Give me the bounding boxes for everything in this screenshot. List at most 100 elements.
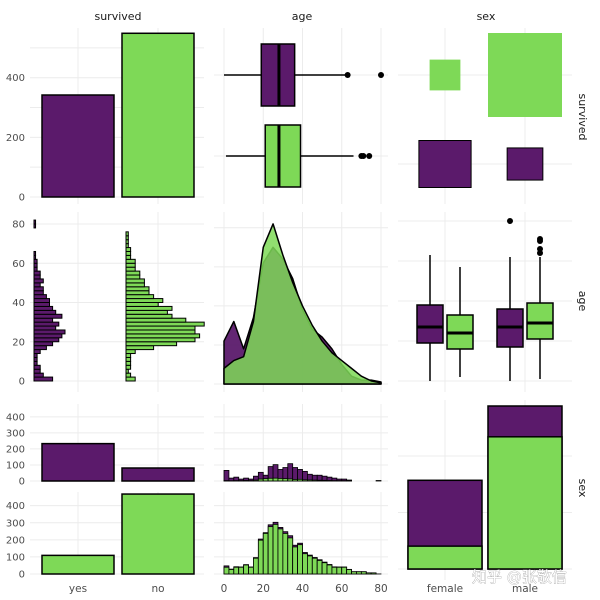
hist-yes-bin-25 (33, 278, 44, 284)
hist-sex-1-no-bin-7 (257, 539, 264, 575)
hist-sex-0-no-bin-4 (243, 480, 249, 482)
hist-yes-bin-8 (33, 345, 47, 351)
hist-sex-0-no-bin-17 (307, 479, 313, 482)
hist-sex-1-no-bin-21 (326, 564, 333, 575)
outlier-male-no-3 (537, 236, 543, 242)
outlier-yes-1 (378, 72, 384, 78)
hist-no-bin-23 (125, 286, 150, 292)
hist-no-bin-4 (125, 360, 132, 366)
xtick-sex-female: female (427, 583, 463, 595)
hist-yes-bin-30 (33, 258, 38, 264)
xtick-sex-male: male (512, 583, 538, 595)
hist-sex-1-no-bin-30 (370, 572, 377, 575)
hist-no-bin-17 (125, 309, 168, 315)
hist-sex-0-no-bin-20 (321, 479, 328, 482)
stack-female-no (407, 545, 483, 570)
hist-no-bin-34 (125, 243, 129, 249)
hist-sex-0-no-bin-14 (292, 479, 298, 482)
hist-no-bin-3 (125, 364, 132, 370)
hist-yes-bin-16 (33, 313, 63, 319)
tile-yes-female (418, 140, 472, 188)
hist-sex-1-no-bin-26 (351, 571, 357, 575)
hist-no-bin-9 (125, 341, 178, 347)
hist-sex-1-no-bin-19 (316, 560, 323, 575)
hist-sex-1-no-bin-4 (243, 564, 249, 575)
hist-sex-0-no-bin-21 (326, 480, 333, 482)
hist-sex-1-no-bin-25 (346, 569, 352, 575)
hist-yes-bin-12 (33, 329, 66, 335)
hist-sex-1-no-bin-23 (336, 566, 343, 575)
hist-sex-0-yes-bin-0 (223, 470, 230, 482)
hist-sex-1-no-bin-0 (223, 566, 230, 575)
hist-yes-bin-9 (33, 341, 54, 347)
hist-sex-1-no-bin-6 (253, 557, 259, 575)
ytick-survived-400: 400 (6, 73, 25, 84)
hist-sex-1-no-bin-16 (302, 553, 308, 575)
xtick-age-60: 60 (335, 583, 348, 595)
hist-sex-1-no-bin-1 (228, 569, 235, 575)
bar-sex-female-no (121, 467, 195, 482)
hist-yes-bin-11 (33, 333, 63, 339)
outlier-no-2 (366, 153, 373, 159)
hist-sex-0-no-bin-11 (277, 478, 284, 482)
box-no (264, 124, 302, 188)
hist-no-bin-20 (125, 298, 164, 304)
hist-no-bin-18 (125, 305, 173, 311)
outlier-no-1 (360, 153, 367, 159)
hist-yes-bin-24 (33, 282, 41, 288)
stack-male-no (487, 436, 563, 570)
hist-sex-1-no-bin-8 (262, 533, 269, 575)
ytick-sex-1-400: 400 (6, 501, 25, 512)
box-female-yes (416, 304, 444, 344)
hist-sex-1-no-bin-2 (233, 566, 240, 575)
hist-no-bin-11 (125, 333, 201, 339)
hist-no-bin-7 (125, 349, 136, 355)
hist-no-bin-27 (125, 270, 141, 276)
ytick-sex-1-200: 200 (6, 535, 25, 546)
hist-no-bin-15 (125, 317, 187, 323)
hist-no-bin-16 (125, 313, 173, 319)
hist-no-bin-32 (125, 250, 132, 256)
ytick-age-40: 40 (12, 298, 25, 309)
hist-no-bin-35 (125, 239, 129, 245)
hist-yes-bin-1 (33, 372, 44, 378)
hist-sex-1-no-bin-3 (238, 566, 245, 575)
hist-yes-bin-18 (33, 305, 54, 311)
ytick-survived-0: 0 (19, 193, 25, 204)
hist-no-bin-31 (125, 254, 132, 260)
hist-yes-bin-3 (33, 364, 41, 370)
hist-no-bin-37 (125, 231, 129, 237)
hist-sex-0-yes-bin-14 (292, 467, 298, 482)
hist-yes-bin-22 (33, 290, 44, 296)
ytick-sex-0-400: 400 (6, 412, 25, 423)
hist-no-bin-12 (125, 329, 196, 335)
hist-no-bin-30 (125, 258, 136, 264)
hist-yes-bin-28 (33, 266, 38, 272)
hist-no-bin-25 (125, 278, 145, 284)
hist-sex-0-no-bin-9 (267, 477, 274, 482)
ytick-survived-200: 200 (6, 133, 25, 144)
hist-sex-0-no-bin-7 (257, 478, 264, 482)
bar-survived-yes (41, 94, 115, 198)
outlier-male-no-1 (537, 246, 543, 252)
hist-sex-1-no-bin-22 (331, 566, 338, 575)
hist-no-bin-6 (125, 353, 132, 358)
strip-label-row-2: age (576, 291, 589, 312)
hist-no-bin-36 (125, 235, 129, 241)
hist-sex-0-no-bin-10 (272, 477, 279, 482)
hist-yes-bin-27 (33, 270, 41, 276)
hist-yes-bin-20 (33, 298, 50, 304)
hist-no-bin-8 (125, 345, 155, 351)
outlier-yes-0 (344, 72, 351, 78)
hist-sex-0-no-bin-12 (282, 478, 289, 482)
xtick-age-0: 0 (221, 583, 228, 595)
hist-no-bin-19 (125, 302, 159, 307)
ytick-sex-0-300: 300 (6, 428, 25, 439)
hist-sex-1-no-bin-12 (282, 533, 289, 575)
hist-yes-bin-17 (33, 309, 57, 315)
hist-sex-0-no-bin-8 (262, 478, 269, 482)
hist-sex-1-no-bin-13 (287, 537, 294, 575)
hist-yes-bin-40 (33, 219, 37, 225)
hist-yes-bin-21 (33, 294, 47, 300)
